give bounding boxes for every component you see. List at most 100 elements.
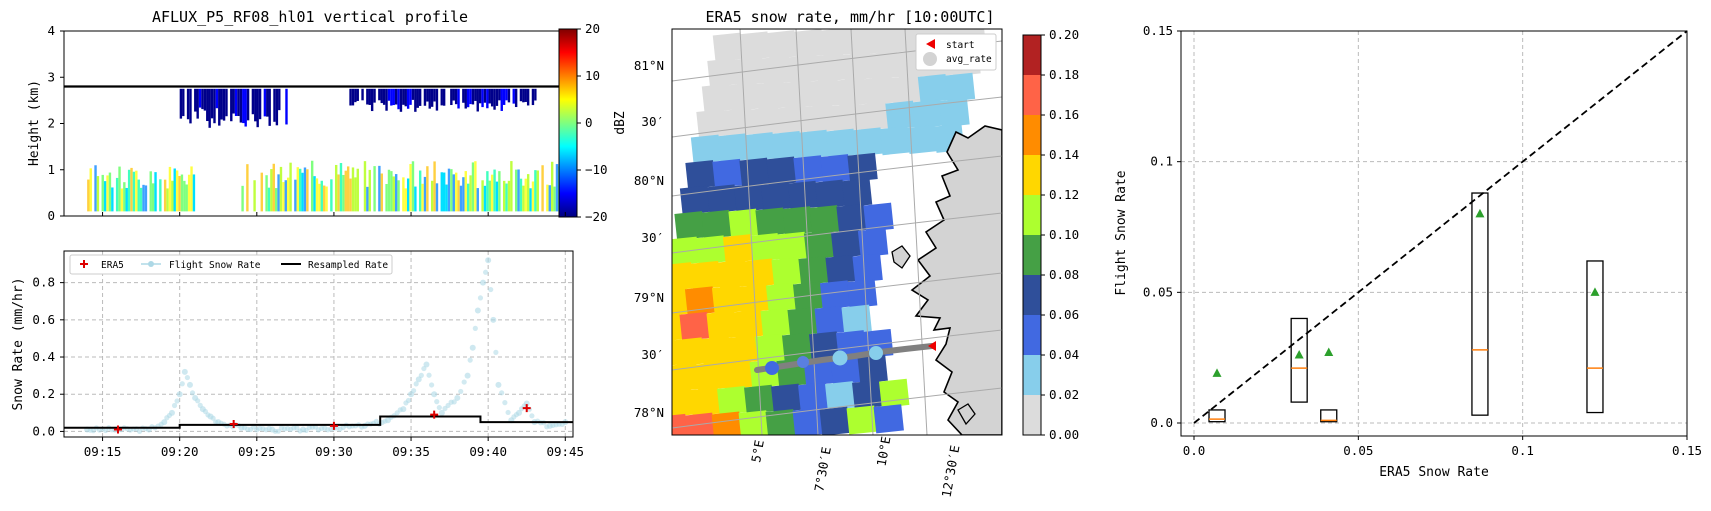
echo-column — [495, 88, 499, 106]
snow-colorbar-tick-label: 0.04 — [1049, 347, 1079, 362]
echo-column — [519, 178, 523, 212]
echo-column — [234, 88, 238, 116]
echo-column — [414, 88, 417, 112]
echo-column — [334, 164, 338, 212]
flight-point — [474, 307, 481, 314]
echo-column — [488, 88, 491, 104]
echo-column — [406, 178, 410, 212]
box-panel: 0.0 0.05 0.1 0.15 0.0 0.05 0.1 0.15 ERA5 Snow R… — [1114, 23, 1702, 480]
snow-rate-cell — [858, 101, 889, 131]
latitude-line — [672, 387, 1002, 429]
echo-column — [108, 172, 112, 212]
x-tick-label: 09:45 — [546, 444, 584, 459]
flight-point — [136, 428, 143, 434]
echo-region-2 — [87, 165, 196, 212]
echo-column — [163, 179, 167, 212]
echo-column — [466, 88, 470, 108]
box-item — [1290, 317, 1308, 403]
box-axes-frame — [1180, 30, 1688, 437]
flight-point — [205, 412, 211, 418]
echo-column — [349, 88, 352, 106]
echo-column — [361, 88, 364, 101]
echo-column — [447, 168, 451, 212]
snow-rate-cell — [846, 279, 878, 309]
echo-column — [127, 169, 131, 212]
flight-track — [754, 343, 935, 373]
map-legend-avg-marker — [923, 52, 937, 66]
map-frame — [671, 28, 1003, 436]
snow-rate-cell — [723, 107, 754, 137]
echo-column — [294, 179, 297, 212]
echo-column — [342, 174, 345, 212]
avg-rate-marker-3 — [832, 350, 848, 366]
snow-rate-cell — [820, 29, 852, 57]
map-legend-avg-label: avg_rate — [946, 54, 992, 65]
echo-column — [541, 165, 544, 212]
snow-rate-cell — [754, 333, 786, 363]
echo-column — [502, 180, 506, 212]
echo-column — [464, 171, 467, 212]
box-iqr — [1290, 317, 1308, 403]
latitude-line — [672, 212, 1002, 254]
longitude-label: 10°E — [874, 435, 894, 467]
snow-rate-cell — [701, 209, 732, 239]
era5-point — [522, 404, 531, 413]
snow-rate-cell — [830, 229, 862, 259]
flight-point — [179, 381, 185, 387]
snow-rate-cell — [672, 287, 689, 317]
echo-column — [469, 175, 472, 212]
echo-column — [474, 161, 477, 212]
echo-column — [440, 172, 443, 212]
echo-column — [178, 175, 181, 212]
echo-column — [423, 88, 427, 106]
flight-point — [418, 372, 424, 378]
snow-rate-cell — [857, 354, 888, 384]
echo-column — [101, 174, 104, 212]
snow-rate-cell — [771, 257, 802, 287]
echo-column — [225, 88, 228, 117]
snow-rate-cell — [744, 384, 775, 414]
latitude-line — [672, 272, 1002, 314]
echo-column — [115, 177, 119, 212]
echo-column — [418, 88, 422, 106]
echo-column — [488, 180, 491, 212]
snow-rate-cell — [836, 203, 867, 233]
snow-rate-cell — [717, 385, 748, 416]
snow-rate-cell — [722, 360, 753, 390]
echo-column — [187, 174, 191, 212]
map-legend-start-label: start — [946, 40, 975, 51]
echo-column — [411, 161, 415, 212]
echo-column — [266, 88, 269, 117]
echo-column — [330, 179, 333, 212]
echo-column — [553, 186, 556, 212]
latitude-label: 30′ — [641, 114, 664, 129]
echo-column — [275, 88, 279, 126]
snow-rate-cell — [847, 29, 879, 56]
y-tick-label: 0.0 — [32, 423, 55, 438]
flight-point — [176, 391, 183, 398]
snow-rate-cell — [711, 285, 743, 315]
flight-point — [415, 376, 422, 383]
box-y-label: Flight Snow Rate — [1114, 170, 1129, 295]
snow-rate-cell — [771, 383, 802, 413]
echo-column — [459, 185, 463, 212]
legend-resampled-label: Resampled Rate — [308, 260, 388, 271]
echo-column — [286, 177, 290, 212]
echo-column — [442, 88, 446, 106]
echo-column — [368, 169, 371, 212]
echo-column — [94, 165, 97, 212]
era5-point — [329, 421, 338, 430]
echo-column — [254, 88, 257, 122]
snow-rate-cell — [852, 127, 884, 157]
snow-rate-cell — [744, 132, 776, 162]
echo-column — [519, 88, 523, 102]
echo-column — [339, 163, 343, 212]
echo-column — [268, 88, 271, 126]
echo-column — [171, 180, 174, 212]
snow-rate-cell — [869, 50, 900, 80]
flight-point — [438, 409, 445, 416]
echo-column — [179, 88, 183, 119]
echo-column — [279, 166, 283, 212]
box-item — [1320, 347, 1338, 423]
flight-point — [461, 379, 467, 385]
